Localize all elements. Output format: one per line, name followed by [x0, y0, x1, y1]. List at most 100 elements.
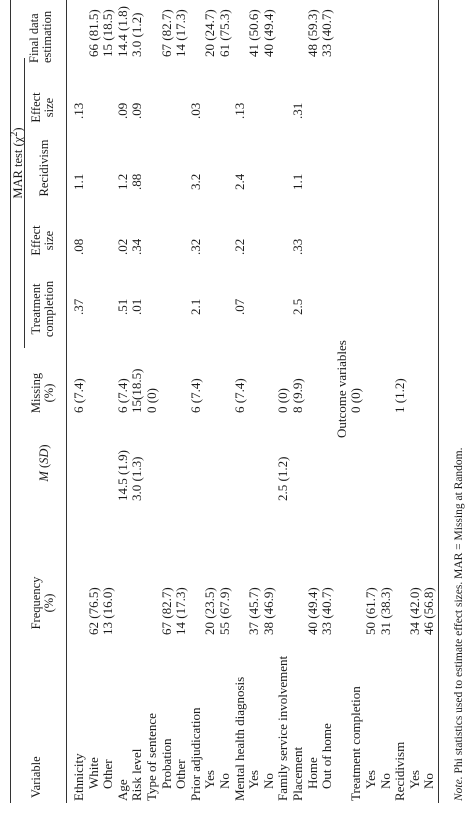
row-label: Yes	[246, 770, 262, 789]
cell-es2: .09	[129, 102, 145, 119]
cell-rec: 2.4	[231, 173, 247, 190]
cell-missing: 6 (7.4)	[114, 378, 130, 413]
bottom-rule	[438, 0, 439, 803]
cell-es1: .32	[187, 238, 203, 255]
cell-tc: .51	[114, 298, 130, 315]
cell-msd: 2.5 (1.2)	[275, 456, 291, 501]
row-label: No	[421, 773, 437, 789]
row-label: Recidivism	[392, 741, 408, 801]
row-label: Type of sentence	[144, 713, 159, 801]
row-label: Other	[100, 759, 116, 789]
cell-rec: 1.2	[114, 173, 130, 190]
row-label: Yes	[406, 770, 422, 789]
cell-final: 33 (40.7)	[319, 9, 335, 57]
cell-rec: 1.1	[290, 173, 305, 190]
cell-freq: 33 (40.7)	[319, 587, 335, 635]
cell-freq: 31 (38.3)	[377, 587, 393, 635]
cell-msd: 14.5 (1.9)	[114, 450, 130, 501]
row-label: Yes	[202, 770, 218, 789]
row-label: Treatment completion	[348, 686, 364, 801]
row-label: White	[85, 757, 101, 789]
cell-missing: 6 (7.4)	[231, 378, 247, 413]
cell-es1: .02	[114, 238, 130, 255]
cell-tc: .01	[129, 298, 145, 315]
cell-final: 61 (75.3)	[217, 9, 232, 57]
cell-freq: 14 (17.3)	[173, 587, 189, 635]
row-label: Home	[304, 757, 320, 789]
cell-es2: .13	[71, 102, 86, 119]
cell-missing: 0 (0)	[348, 388, 364, 413]
header-rule	[66, 0, 67, 803]
recidivism-header: Recidivism	[37, 139, 51, 197]
cell-final: 14 (17.3)	[173, 9, 189, 57]
row-label: Other	[173, 759, 189, 789]
cell-rec: 1.1	[71, 173, 86, 190]
row-label: Placement	[290, 746, 305, 801]
mar-rule	[24, 58, 25, 348]
cell-msd: 3.0 (1.3)	[129, 456, 145, 501]
cell-missing: 6 (7.4)	[71, 378, 86, 413]
cell-tc: 2.1	[187, 298, 203, 315]
cell-freq: 40 (49.4)	[304, 587, 320, 635]
cell-final: 40 (49.4)	[260, 9, 276, 57]
table-note-text: Phi statistics used to estimate effect s…	[453, 447, 465, 774]
cell-es2: .03	[187, 102, 203, 119]
cell-freq: 13 (16.0)	[100, 587, 116, 635]
cell-es1: .08	[71, 238, 86, 255]
cell-missing: 6 (7.4)	[187, 378, 203, 413]
cell-missing: 8 (9.9)	[290, 378, 305, 413]
cell-final: 20 (24.7)	[202, 9, 218, 57]
row-label: Risk level	[129, 748, 145, 801]
cell-missing: Outcome variables	[333, 340, 349, 438]
table-note: Note. Phi statistics used to estimate ef…	[453, 447, 465, 802]
cell-freq: 20 (23.5)	[202, 587, 218, 635]
cell-final: 14.4 (1.8)	[114, 6, 130, 57]
cell-freq: 34 (42.0)	[406, 587, 422, 635]
cell-final: 66 (81.5)	[85, 9, 101, 57]
cell-final: 48 (59.3)	[304, 9, 320, 57]
cell-es1: .33	[290, 238, 305, 255]
row-label: Family service involvement	[275, 655, 291, 801]
cell-missing: 1 (1.2)	[392, 378, 408, 413]
cell-final: 67 (82.7)	[158, 9, 174, 57]
cell-tc: .37	[71, 298, 86, 315]
row-label: Out of home	[319, 723, 335, 789]
cell-tc: 2.5	[290, 298, 305, 315]
row-label: No	[260, 773, 276, 789]
cell-freq: 46 (56.8)	[421, 587, 437, 635]
msd-header: M (SD)	[37, 444, 51, 482]
frequency-header: Frequency (%)	[29, 576, 56, 630]
cell-tc: .07	[231, 298, 247, 315]
treatment-completion-header: Treatment completion	[29, 280, 56, 338]
cell-freq: 55 (67.9)	[217, 587, 232, 635]
cell-freq: 38 (46.9)	[260, 587, 276, 635]
row-label: No	[377, 773, 393, 789]
cell-es1: .22	[231, 238, 247, 255]
row-label: Age	[114, 779, 130, 801]
cell-rec: 3.2	[187, 173, 203, 190]
cell-es2: .09	[114, 102, 130, 119]
cell-es2: .13	[231, 102, 247, 119]
cell-missing: 0 (0)	[275, 388, 291, 413]
cell-freq: 67 (82.7)	[158, 587, 174, 635]
cell-es2: .31	[290, 102, 305, 119]
cell-final: 41 (50.6)	[246, 9, 262, 57]
cell-final: 3.0 (1.2)	[129, 12, 145, 57]
row-label: Prior adjudication	[187, 707, 203, 801]
cell-freq: 62 (76.5)	[85, 587, 101, 635]
row-label: No	[217, 773, 232, 789]
row-label: Ethnicity	[71, 753, 86, 801]
row-label: Yes	[363, 770, 378, 789]
cell-missing: 15(18.5)	[129, 368, 145, 413]
missing-header: Missing (%)	[29, 372, 56, 414]
effect-size-2-header: Effect size	[29, 92, 56, 123]
variable-header: Variable	[29, 756, 43, 798]
mar-test-header: MAR test (χ2)	[8, 88, 25, 238]
effect-size-1-header: Effect size	[29, 225, 56, 256]
cell-freq: 50 (61.7)	[363, 587, 378, 635]
cell-es1: .34	[129, 238, 145, 255]
final-data-header: Final data estimation	[27, 10, 54, 63]
cell-freq: 37 (45.7)	[246, 587, 262, 635]
